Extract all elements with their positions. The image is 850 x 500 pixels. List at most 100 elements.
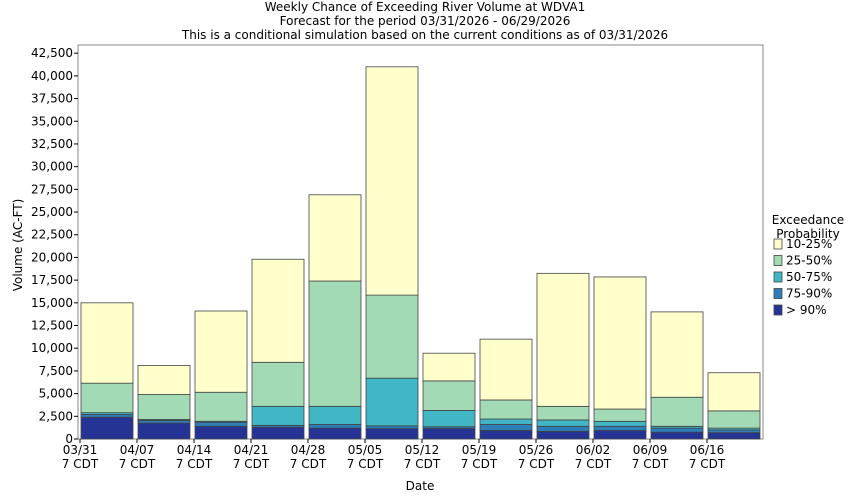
bar-segment: [536, 272, 590, 407]
bar-segment: [593, 420, 647, 427]
bar-segment: [479, 424, 533, 431]
bar-segment: [308, 405, 362, 425]
bar-segment: [308, 280, 362, 407]
bar-segment: [536, 419, 590, 427]
legend-title: Exceedance Probability: [771, 213, 845, 241]
y-axis-title: Volume (AC-FT): [11, 199, 25, 292]
bar-segment: [422, 352, 476, 382]
chart-title: Weekly Chance of Exceeding River Volume …: [265, 0, 585, 14]
bar-segment: [137, 394, 191, 420]
bar-segment: [707, 372, 761, 412]
y-tick-label: 7,500: [39, 364, 73, 378]
y-tick-label: 10,000: [31, 341, 73, 355]
y-tick-label: 12,500: [31, 319, 73, 333]
bar-segment: [707, 432, 761, 440]
bar-segment: [137, 422, 191, 440]
bar-segment: [251, 361, 305, 407]
plot-area: [77, 44, 764, 440]
x-tick-label: 05/26 7 CDT: [517, 443, 555, 471]
y-tick-label: 40,000: [31, 69, 73, 83]
bar-segment: [650, 396, 704, 427]
bar-segment: [479, 418, 533, 425]
bar-segment: [308, 427, 362, 440]
legend-label: 75-90%: [786, 287, 832, 301]
legend-swatch: [773, 271, 783, 283]
bar-segment: [137, 419, 191, 424]
y-tick-label: 42,500: [31, 46, 73, 60]
x-tick-label: 04/14 7 CDT: [175, 443, 213, 471]
y-tick-label: 25,000: [31, 205, 73, 219]
bar-segment: [365, 425, 419, 429]
y-tick-label: 2,500: [39, 409, 73, 423]
bar-segment: [593, 408, 647, 422]
bar-segment: [422, 410, 476, 428]
x-tick-label: 03/31 7 CDT: [61, 443, 99, 471]
bar-segment: [365, 428, 419, 440]
chart-subtitle: Forecast for the period 03/31/2026 - 06/…: [280, 14, 571, 28]
bar-segment: [422, 380, 476, 411]
y-tick-label: 15,000: [31, 296, 73, 310]
bar-segment: [251, 405, 305, 426]
bar-segment: [365, 294, 419, 379]
bar-segment: [422, 428, 476, 440]
bar-segment: [650, 311, 704, 398]
bar-segment: [137, 365, 191, 395]
bar-segment: [707, 429, 761, 434]
x-tick-label: 05/19 7 CDT: [460, 443, 498, 471]
bar-segment: [479, 399, 533, 420]
bar-segment: [80, 416, 134, 440]
legend-swatch: [773, 304, 783, 316]
bar-segment: [536, 405, 590, 421]
y-tick-label: 22,500: [31, 228, 73, 242]
bar-segment: [536, 430, 590, 440]
x-tick-label: 04/07 7 CDT: [118, 443, 156, 471]
chart-subtitle: This is a conditional simulation based o…: [181, 28, 668, 42]
y-tick-label: 5,000: [39, 387, 73, 401]
bar-segment: [479, 429, 533, 440]
bar-segment: [365, 377, 419, 427]
bar-segment: [479, 338, 533, 401]
bar-segment: [650, 427, 704, 433]
legend-label: 10-25%: [786, 237, 832, 251]
legend-swatch: [773, 238, 783, 250]
bar-segment: [593, 276, 647, 410]
bar-segment: [194, 310, 248, 393]
x-axis-title: Date: [406, 479, 435, 493]
bar-segment: [593, 429, 647, 440]
bar-segment: [194, 391, 248, 422]
x-tick-label: 04/21 7 CDT: [232, 443, 270, 471]
y-tick-label: 30,000: [31, 160, 73, 174]
legend-swatch: [773, 288, 783, 299]
bar-segment: [593, 425, 647, 431]
x-tick-label: 05/05 7 CDT: [346, 443, 384, 471]
bar-segment: [536, 425, 590, 432]
bar-segment: [650, 431, 704, 440]
y-tick-label: 27,500: [31, 182, 73, 196]
legend-label: > 90%: [786, 303, 827, 317]
x-tick-label: 05/12 7 CDT: [403, 443, 441, 471]
legend-swatch: [773, 255, 783, 266]
bar-segment: [251, 426, 305, 440]
legend-label: 25-50%: [786, 254, 832, 268]
bar-segment: [365, 66, 419, 296]
y-tick-label: 17,500: [31, 273, 73, 287]
bar-segment: [251, 258, 305, 363]
y-tick-label: 35,000: [31, 114, 73, 128]
x-tick-label: 04/28 7 CDT: [289, 443, 327, 471]
y-tick-label: 0: [65, 432, 73, 446]
x-tick-label: 06/02 7 CDT: [574, 443, 612, 471]
legend-label: 50-75%: [786, 270, 832, 284]
x-tick-label: 06/09 7 CDT: [631, 443, 669, 471]
bar-segment: [80, 414, 134, 418]
bar-segment: [194, 421, 248, 427]
y-tick-label: 20,000: [31, 250, 73, 264]
bar-segment: [194, 425, 248, 440]
bar-segment: [707, 410, 761, 429]
y-tick-label: 37,500: [31, 92, 73, 106]
bar-segment: [80, 302, 134, 384]
y-tick-label: 32,500: [31, 137, 73, 151]
bar-segment: [80, 382, 134, 414]
bar-segment: [308, 424, 362, 429]
